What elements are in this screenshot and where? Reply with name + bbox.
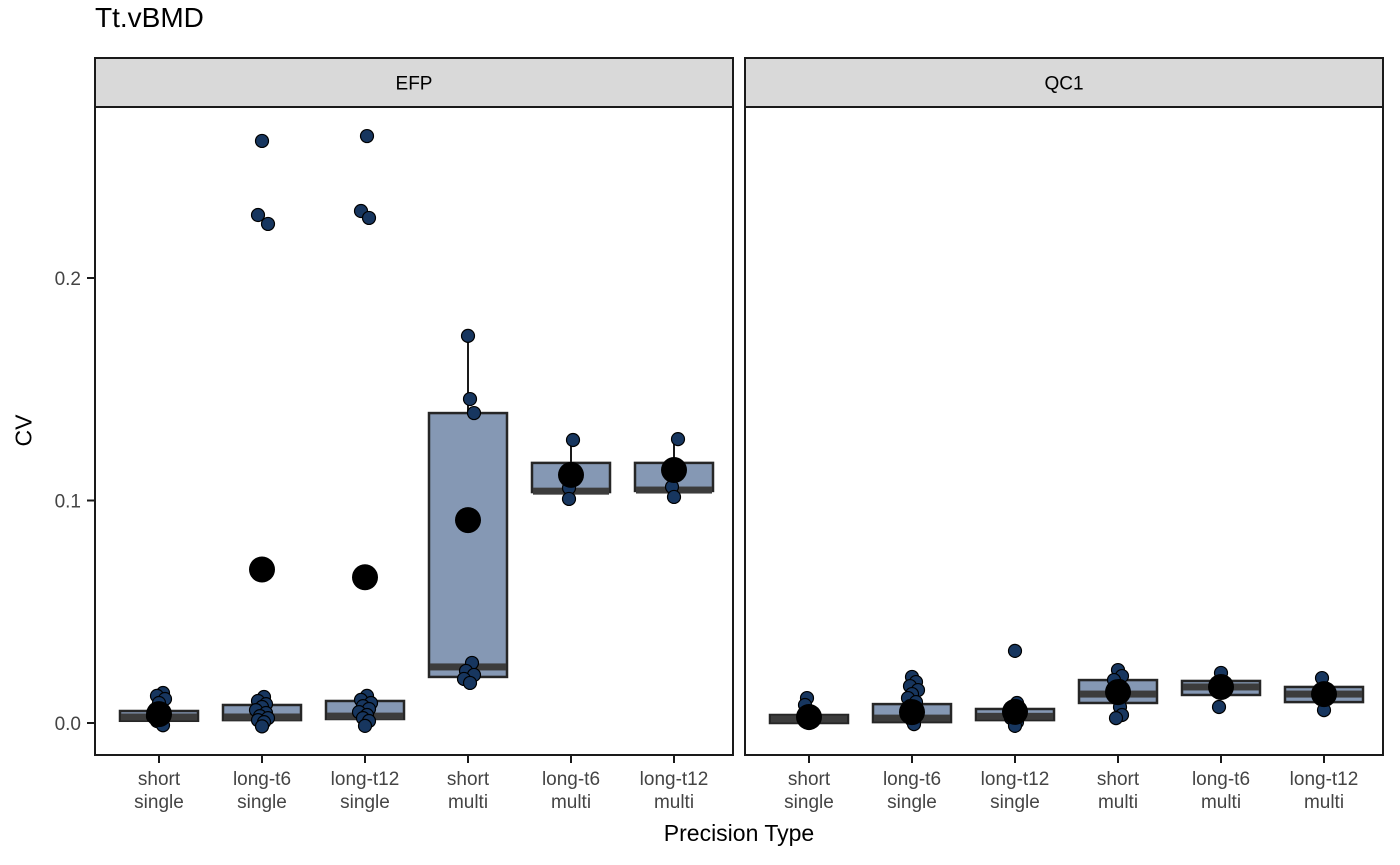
x-tick-label-line1: long-t12 xyxy=(981,769,1050,790)
mean-dot xyxy=(1002,698,1028,725)
x-tick-label-line1: short xyxy=(788,769,831,790)
x-tick-label-line1: long-t12 xyxy=(331,769,400,790)
jitter-point xyxy=(460,328,476,343)
x-tick-label-line1: long-t6 xyxy=(1192,769,1250,790)
jitter-point xyxy=(260,216,276,232)
x-tick-label-line1: long-t6 xyxy=(233,769,291,790)
mean-dot xyxy=(249,556,275,583)
jitter-point xyxy=(250,207,266,223)
x-tick-label-line2: single xyxy=(340,792,390,813)
x-tick-label-line2: single xyxy=(237,792,287,813)
jitter-point xyxy=(1211,699,1227,715)
mean-dot xyxy=(1105,679,1131,706)
jitter-point xyxy=(666,489,682,505)
jitter-point xyxy=(1108,711,1124,726)
jitter-point xyxy=(565,432,581,448)
jitter-point xyxy=(1007,643,1023,659)
chart-title: Tt.vBMD xyxy=(95,2,204,33)
mean-dot xyxy=(146,701,172,728)
x-tick-label-line1: long-t6 xyxy=(542,769,600,790)
jitter-point xyxy=(466,405,482,421)
mean-dot xyxy=(558,461,584,488)
x-tick-label-line1: long-t6 xyxy=(883,769,941,790)
facet-strip-label: EFP xyxy=(396,74,433,95)
panel xyxy=(744,106,1384,756)
mean-dot xyxy=(455,507,481,534)
x-tick-label-line2: multi xyxy=(551,792,591,813)
box xyxy=(427,411,509,679)
mean-dot xyxy=(1208,673,1234,700)
x-tick-label-line1: short xyxy=(447,769,490,790)
x-tick-label-line1: short xyxy=(138,769,181,790)
jitter-point xyxy=(359,128,375,144)
jitter-point xyxy=(361,210,377,226)
mean-dot xyxy=(796,703,822,730)
facet-strip xyxy=(744,57,1384,108)
facet-strip-label: QC1 xyxy=(1044,74,1083,95)
mean-dot xyxy=(352,564,378,591)
x-tick-label-line2: single xyxy=(990,792,1040,813)
jitter-point xyxy=(254,133,270,149)
jitter-point xyxy=(670,431,686,447)
jitter-point xyxy=(462,675,478,691)
x-tick-label-line2: single xyxy=(887,792,937,813)
mean-dot xyxy=(899,699,925,726)
x-tick-label-line1: long-t12 xyxy=(1290,769,1359,790)
jitter-point xyxy=(357,718,373,733)
y-tick-label: 0.1 xyxy=(55,492,81,513)
panel xyxy=(94,106,734,756)
y-tick-label: 0.2 xyxy=(55,269,81,290)
x-tick-label-line2: multi xyxy=(448,792,488,813)
jitter-point xyxy=(462,391,478,407)
x-tick-label-line2: multi xyxy=(1304,792,1344,813)
x-axis-title: Precision Type xyxy=(663,820,815,846)
x-tick-label-line2: multi xyxy=(1098,792,1138,813)
x-tick-label-line1: short xyxy=(1097,769,1140,790)
x-tick-label-line2: multi xyxy=(654,792,694,813)
x-tick-label-line2: single xyxy=(784,792,834,813)
mean-dot xyxy=(661,457,687,484)
jitter-point xyxy=(254,719,270,734)
jitter-point xyxy=(561,491,577,507)
y-tick-label: 0.0 xyxy=(55,714,81,735)
x-tick-label-line2: multi xyxy=(1201,792,1241,813)
x-tick-label-line2: single xyxy=(134,792,184,813)
mean-dot xyxy=(1311,681,1337,708)
x-tick-label-line1: long-t12 xyxy=(640,769,709,790)
